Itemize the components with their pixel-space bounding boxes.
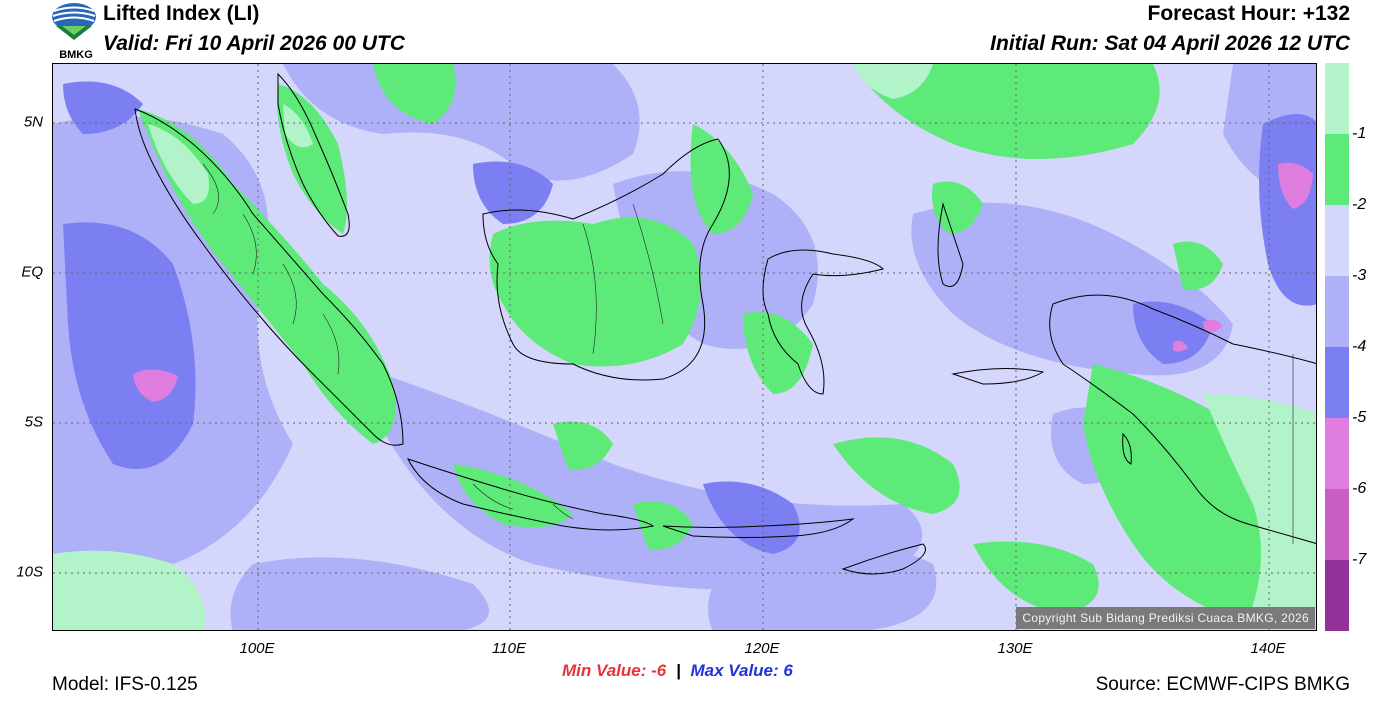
lesser-sunda-coast [662, 518, 855, 538]
legend-label-5: -5 [1352, 409, 1367, 426]
lon-label-110e: 110E [492, 640, 526, 657]
legend-swatch-4-3 [1325, 276, 1349, 347]
legend-swatch-5-4 [1325, 347, 1349, 418]
initial-run: Initial Run: Sat 04 April 2026 12 UTC [990, 32, 1350, 55]
timor-coast [841, 543, 926, 575]
copyright-label: Copyright Sub Bidang Prediksi Cuaca BMKG… [1016, 607, 1315, 629]
bmkg-logo: BMKG [50, 2, 102, 61]
sumatra-coast [134, 108, 404, 446]
color-legend [1325, 63, 1349, 631]
min-value-label: Min Value: [562, 661, 647, 680]
legend-label-2: -2 [1352, 196, 1367, 213]
borneo-coast [482, 138, 730, 381]
graticule [53, 64, 1316, 630]
lat-label-5s: 5S [24, 413, 43, 431]
max-value: 6 [783, 661, 793, 680]
map-title: Lifted Index (LI) [103, 2, 260, 25]
li-band-2-1 [138, 64, 1293, 624]
valid-time: Valid: Fri 10 April 2026 00 UTC [103, 32, 405, 55]
province-borders [202, 163, 1294, 544]
lat-label-5n: 5N [23, 113, 43, 131]
lifted-index-map: Copyright Sub Bidang Prediksi Cuaca BMKG… [52, 63, 1317, 631]
new-guinea-coast [1049, 294, 1316, 544]
malay-peninsula-coast [277, 72, 350, 237]
aru-islands-coast [1122, 432, 1132, 465]
sulawesi-coast [762, 249, 884, 395]
source-label: Source: ECMWF-CIPS BMKG [1095, 674, 1350, 695]
lat-label-eq: EQ [21, 263, 43, 281]
svg-text:BMKG: BMKG [59, 49, 93, 60]
min-max-separator: | [675, 661, 681, 680]
java-coast [407, 458, 655, 531]
legend-swatch-2-1 [1325, 134, 1349, 205]
li-band-6-5 [133, 162, 1313, 402]
legend-label-4: -4 [1352, 338, 1367, 355]
min-max-values: Min Value: -6 | Max Value: 6 [562, 661, 793, 681]
li-band-4-3 [53, 64, 1316, 630]
legend-label-1: -1 [1352, 125, 1367, 142]
legend-swatch-3-2 [1325, 205, 1349, 276]
max-value-label: Max Value: [690, 661, 779, 680]
forecast-hour: Forecast Hour: +132 [1147, 2, 1351, 25]
legend-swatch-lt-7 [1325, 560, 1349, 631]
coastlines [134, 72, 1316, 575]
seram-coast [951, 367, 1045, 385]
lon-label-130e: 130E [997, 640, 1033, 657]
lon-label-120e: 120E [744, 640, 780, 657]
legend-label-6: -6 [1352, 480, 1367, 497]
legend-swatch-6-5 [1325, 418, 1349, 489]
li-band-gt-1 [53, 64, 1316, 630]
lon-label-140e: 140E [1250, 640, 1286, 657]
legend-label-3: -3 [1352, 267, 1367, 284]
li-band-5-4 [63, 81, 1316, 554]
model-label: Model: IFS-0.125 [52, 674, 198, 695]
halmahera-coast [937, 202, 964, 287]
min-value: -6 [651, 661, 667, 680]
legend-label-7: -7 [1352, 551, 1367, 568]
lon-label-100e: 100E [239, 640, 275, 657]
legend-swatch-7-6 [1325, 489, 1349, 560]
lat-label-10s: 10S [16, 563, 43, 581]
legend-swatch-gt-1 [1325, 63, 1349, 134]
